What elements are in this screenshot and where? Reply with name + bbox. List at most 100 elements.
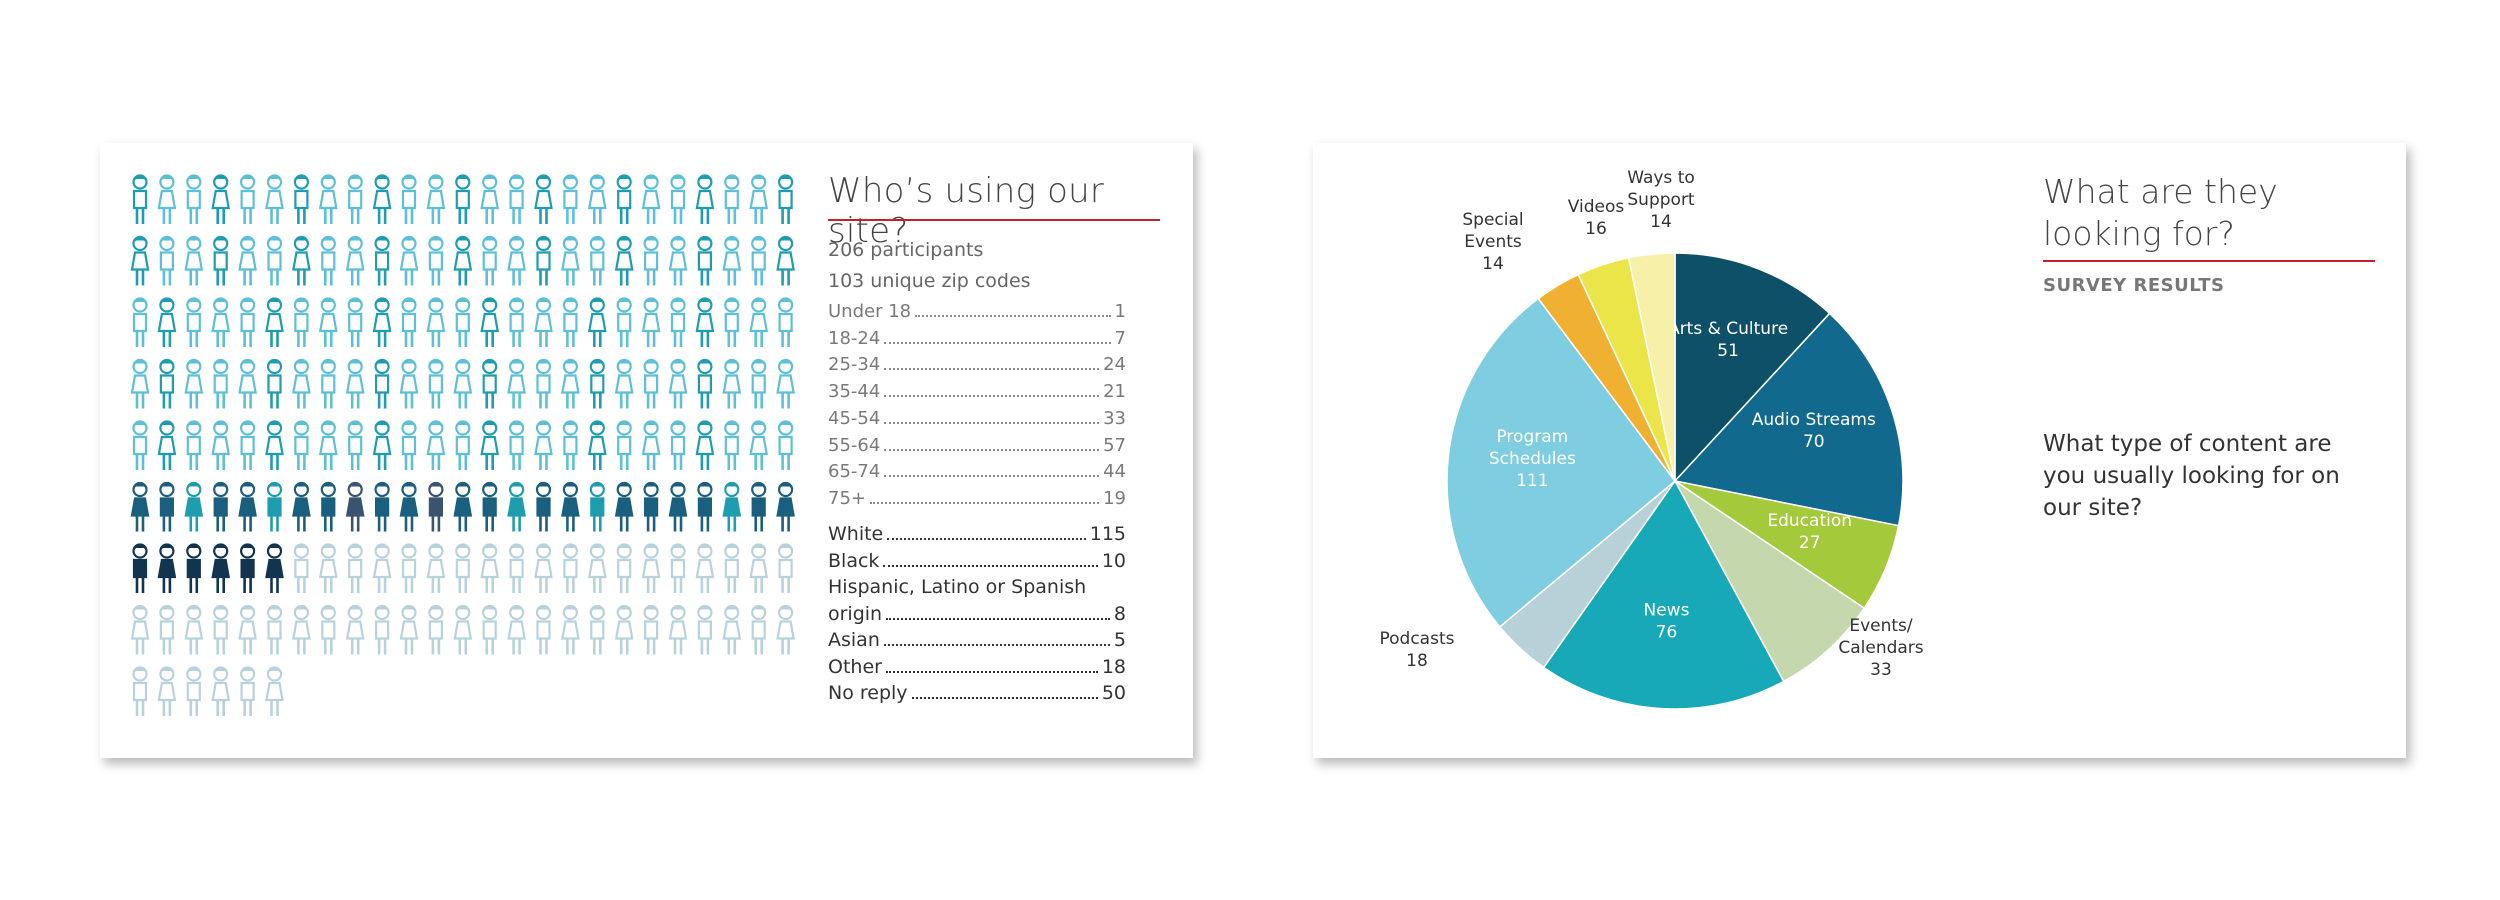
person-icon [211,174,231,224]
person-icon [482,481,498,532]
person-icon [453,604,473,655]
person-icon [374,358,390,409]
person-icon [266,481,283,532]
person-icon [587,174,607,224]
person-icon [641,297,661,347]
person-icon [535,604,552,655]
person-icon [641,420,661,470]
slice-label: Education 27 [1767,511,1852,553]
person-icon [345,481,365,532]
person-icon [238,358,257,409]
demographics-card: Who’s using our site? 206 participants 1… [100,143,1193,758]
slice-value: 70 [1803,432,1825,452]
person-icon [695,297,715,347]
age_groups-value: 24 [1103,354,1126,376]
slice-value: 111 [1516,471,1548,491]
person-icon [453,481,473,532]
person-icon [509,420,525,470]
person-icon [614,235,634,286]
age_groups-row: 55-64 57 [828,435,1126,459]
slice-label: Podcasts 18 [1380,629,1455,671]
person-icon [535,235,552,286]
person-icon [480,297,500,347]
person-icon [507,235,526,286]
person-icon [345,358,365,409]
person-icon [643,481,659,532]
person-icon [482,604,498,655]
age_groups-row: Under 18 1 [828,301,1126,325]
left-title-rule [828,219,1160,221]
person-icon [292,358,311,409]
person-icon [186,174,202,224]
person-icon [614,604,634,655]
pie-slice [1446,297,1677,628]
person-icon [670,543,686,593]
person-icon [534,297,553,347]
age_groups-row: 35-44 21 [828,381,1126,405]
leader-dots [886,617,1110,620]
person-icon [401,174,417,224]
person-icon [132,666,148,716]
person-icon [211,420,231,470]
person-icon [455,420,471,470]
person-icon [480,174,500,224]
person-icon [345,604,365,655]
person-icon [184,604,204,655]
person-icon [320,235,336,286]
person-icon [724,297,740,347]
person-icon [777,297,794,347]
person-icon [132,420,148,470]
slice-value: 14 [1650,212,1672,232]
person-icon [749,174,769,224]
person-icon [266,604,283,655]
person-icon [589,235,605,286]
ethnicity-label: origin [828,602,883,625]
age_groups-value: 7 [1114,327,1126,349]
person-icon [159,481,175,532]
slice-name: Podcasts [1380,629,1455,649]
person-icon [724,174,740,224]
ethnicity-row: No reply 50 [828,682,1126,706]
person-icon [428,604,444,655]
person-icon [776,604,795,655]
right-title: What are they looking for? [2043,172,2278,253]
slice-value: 33 [1870,660,1892,680]
zip-codes-count: 103 unique zip codes [828,270,1031,292]
leader-dots [884,341,1111,344]
age_groups-row: 45-54 33 [828,408,1126,432]
person-icon [372,420,392,470]
participants-count: 206 participants [828,239,984,261]
slice-name: Videos [1568,197,1625,217]
person-icon [374,481,390,532]
person-icon [345,235,365,286]
person-icon [239,297,256,347]
leader-dots [884,421,1100,424]
person-icon [751,235,767,286]
ethnicity-value: 5 [1113,629,1126,651]
right-title-rule [2043,260,2375,262]
ethnicity-value: 8 [1113,602,1126,625]
person-icon [292,481,311,532]
person-icon [401,420,417,470]
left-title: Who’s using our site? [828,171,1105,251]
person-icon [697,358,713,409]
person-icon [213,604,229,655]
person-icon [643,235,659,286]
person-icon [722,358,742,409]
person-icon [265,666,284,716]
person-icon [587,297,607,347]
person-icon [587,420,607,470]
person-icon [777,543,794,593]
ethnicity-value: 18 [1101,655,1126,678]
survey-question: What type of content are you usually loo… [2043,431,2340,521]
person-icon [535,481,552,532]
person-icon [695,174,715,224]
person-icon [455,174,471,224]
person-icon [401,297,417,347]
person-icon [589,604,605,655]
person-icon [318,420,338,470]
person-icon [347,174,363,224]
person-icon [130,481,150,532]
person-icon [724,420,740,470]
slice-value: 51 [1717,341,1739,361]
